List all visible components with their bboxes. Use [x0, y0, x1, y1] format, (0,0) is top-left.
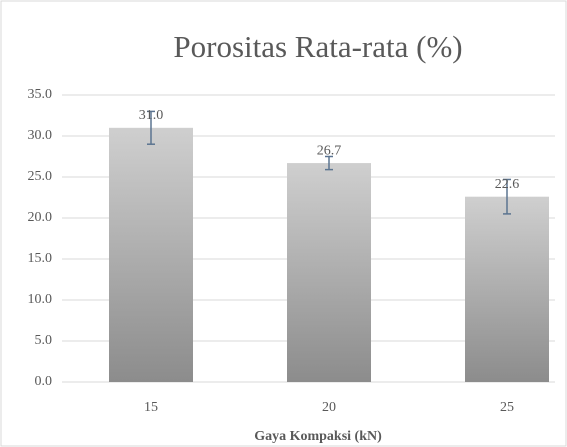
- bar: [287, 163, 371, 382]
- chart-title: Porositas Rata-rata (%): [173, 29, 462, 64]
- x-tick-label: 20: [322, 400, 336, 415]
- y-tick-label: 10.0: [28, 292, 53, 307]
- bar: [465, 196, 549, 382]
- data-label: 22.6: [495, 177, 520, 192]
- y-tick-label: 20.0: [28, 210, 53, 225]
- y-tick-label: 0.0: [35, 374, 53, 389]
- data-label: 26.7: [317, 143, 342, 158]
- x-axis-label: Gaya Kompaksi (kN): [254, 429, 382, 444]
- bar: [109, 127, 193, 382]
- y-tick-label: 35.0: [28, 87, 53, 102]
- y-tick-label: 5.0: [35, 333, 53, 348]
- y-tick-label: 30.0: [28, 128, 53, 143]
- x-tick-label: 15: [144, 400, 158, 415]
- data-label: 31.0: [139, 108, 164, 123]
- error-bar: [147, 110, 155, 145]
- error-bar: [325, 155, 333, 171]
- y-tick-label: 15.0: [28, 251, 53, 266]
- y-tick-label: 25.0: [28, 169, 53, 184]
- error-bar: [503, 178, 511, 215]
- x-tick-label: 25: [500, 400, 514, 415]
